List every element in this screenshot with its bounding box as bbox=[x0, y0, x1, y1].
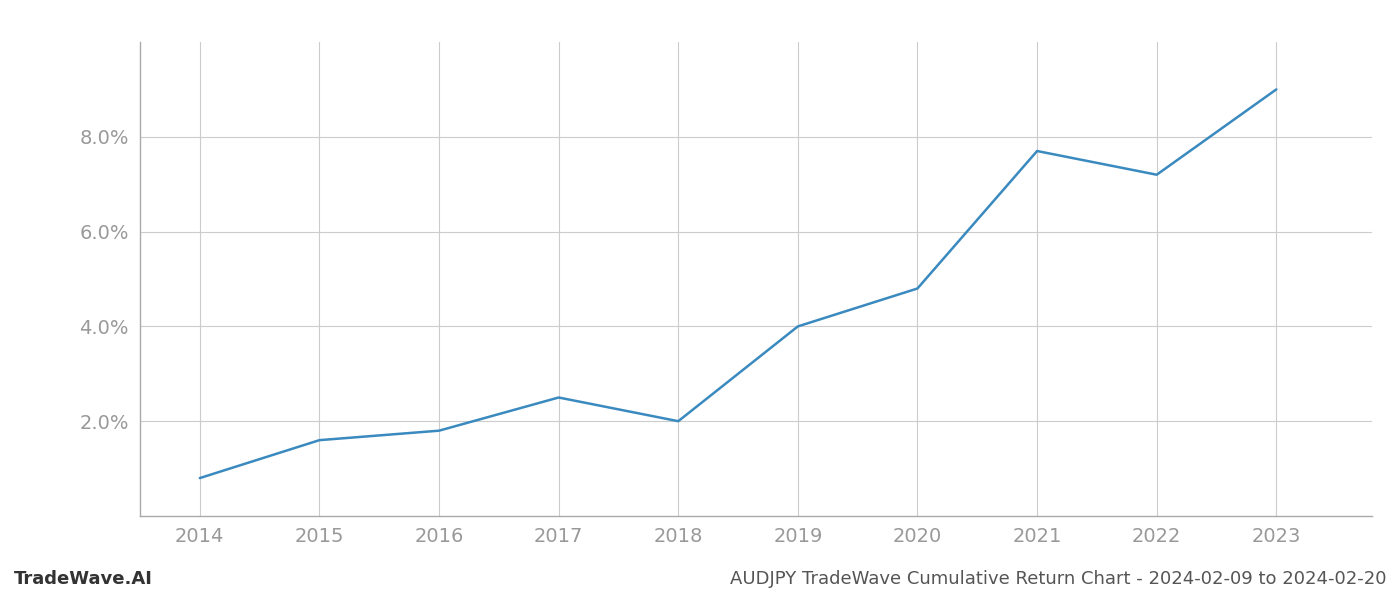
Text: TradeWave.AI: TradeWave.AI bbox=[14, 570, 153, 588]
Text: AUDJPY TradeWave Cumulative Return Chart - 2024-02-09 to 2024-02-20: AUDJPY TradeWave Cumulative Return Chart… bbox=[729, 570, 1386, 588]
